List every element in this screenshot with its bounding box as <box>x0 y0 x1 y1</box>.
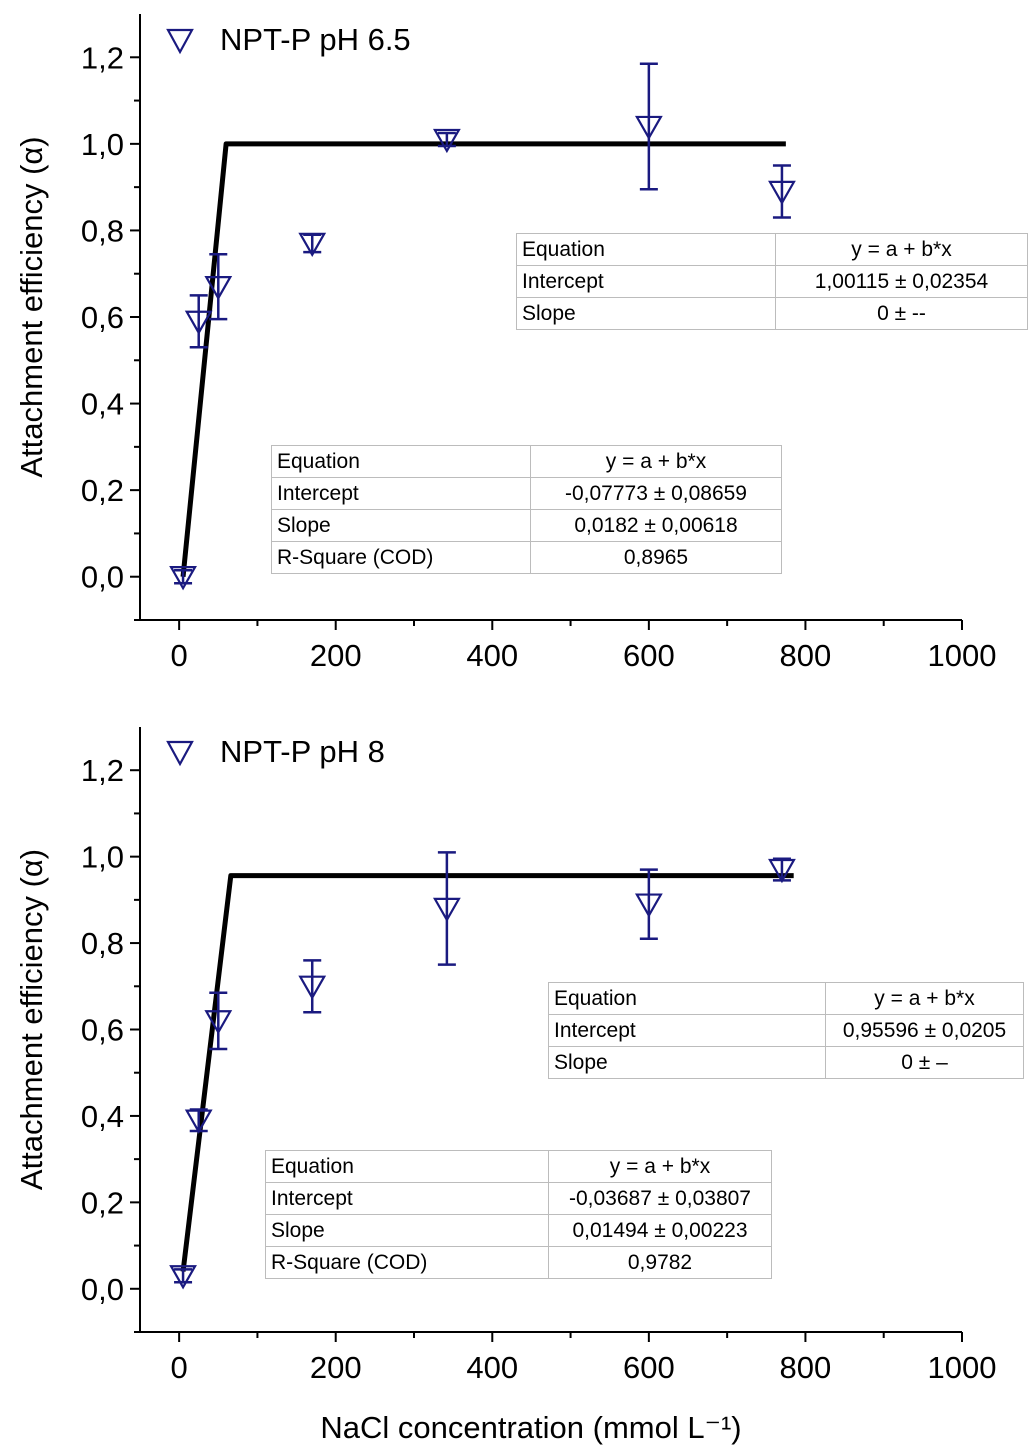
table-cell: Intercept <box>265 1182 549 1215</box>
y-tick-label: 0,4 <box>81 1099 124 1134</box>
chart-panel-2: 0 200 400 600 800 1000 0,0 0,2 0,4 0,6 0,8 1,0 1,2 At… <box>14 727 996 1445</box>
x-tick-label: 400 <box>466 638 518 673</box>
table-cell: Slope <box>516 297 776 330</box>
table-cell: R-Square (COD) <box>265 1246 549 1279</box>
x-tick-label: 800 <box>780 638 832 673</box>
table-cell: 0,01494 ± 0,00223 <box>548 1214 772 1247</box>
legend-marker-icon <box>166 740 194 767</box>
data-point-marker <box>768 180 796 206</box>
data-point-marker <box>298 232 327 258</box>
fit-line <box>180 873 794 1272</box>
table-cell: 0,9782 <box>548 1246 772 1279</box>
fit-line <box>180 141 786 577</box>
y-tick-label: 0,0 <box>81 560 124 595</box>
x-tick-label: 800 <box>780 1350 832 1385</box>
x-tick-label: 200 <box>310 638 362 673</box>
table-cell: -0,03687 ± 0,03807 <box>548 1182 772 1215</box>
data-point-marker <box>184 1109 213 1134</box>
y-tick-label: 0,0 <box>81 1272 124 1307</box>
x-tick-label: 1000 <box>928 638 997 673</box>
chart-panel-1: 0 200 400 600 800 1000 0,0 0,2 0,4 0,6 0,8 1,0 1,2 At… <box>14 14 996 673</box>
table-cell: 0,0182 ± 0,00618 <box>530 509 782 542</box>
y-tick-label: 0,2 <box>81 1185 124 1220</box>
table-cell: Intercept <box>516 265 776 298</box>
table-cell: 0 ± – <box>825 1046 1024 1079</box>
table-cell: Equation <box>548 982 826 1015</box>
table-cell: Equation <box>271 445 531 478</box>
y-axis-label: Attachment efficiency (α) <box>14 136 49 477</box>
x-tick-label: 600 <box>623 638 675 673</box>
data-point-marker <box>169 566 197 591</box>
table-cell: 1,00115 ± 0,02354 <box>775 265 1028 298</box>
data-point-marker <box>184 310 213 335</box>
y-tick-label: 1,2 <box>81 40 124 75</box>
y-tick-label: 0,2 <box>81 473 124 508</box>
y-tick-label: 0,6 <box>81 1013 124 1048</box>
y-tick-label: 0,8 <box>81 213 124 248</box>
table-cell: 0,95596 ± 0,0205 <box>825 1014 1024 1047</box>
table-cell: R-Square (COD) <box>271 541 531 574</box>
fit-table-linear-ph65: Equation y = a + b*x Intercept -0,07773 … <box>271 445 782 574</box>
table-cell: Slope <box>265 1214 549 1247</box>
table-cell: y = a + b*x <box>530 445 782 478</box>
data-point-marker <box>298 975 327 1000</box>
data-point-marker <box>204 1010 233 1035</box>
data-point-marker <box>432 897 461 923</box>
data-point-marker <box>634 893 663 918</box>
x-tick-label: 200 <box>310 1350 362 1385</box>
x-tick-label: 1000 <box>928 1350 997 1385</box>
y-tick-label: 0,4 <box>81 387 124 422</box>
fit-table-linear-ph8: Equation y = a + b*x Intercept -0,03687 … <box>265 1150 772 1279</box>
y-tick-label: 0,6 <box>81 300 124 335</box>
y-tick-label: 1,2 <box>81 753 124 788</box>
table-cell: 0 ± -- <box>775 297 1028 330</box>
x-tick-label: 0 <box>171 1350 188 1385</box>
table-cell: Slope <box>548 1046 826 1079</box>
data-point-marker <box>204 276 233 301</box>
fit-table-plateau-ph65: Equation y = a + b*x Intercept 1,00115 ±… <box>516 233 1028 330</box>
table-cell: Equation <box>265 1150 549 1183</box>
table-cell: 0,8965 <box>530 541 782 574</box>
table-cell: y = a + b*x <box>775 233 1028 266</box>
table-cell: Intercept <box>271 477 531 510</box>
data-point-marker <box>432 128 461 154</box>
y-tick-label: 1,0 <box>81 127 124 162</box>
y-tick-label: 0,8 <box>81 926 124 961</box>
table-cell: Equation <box>516 233 776 266</box>
legend-label: NPT-P pH 6.5 <box>220 22 411 57</box>
table-cell: y = a + b*x <box>548 1150 772 1183</box>
legend-label: NPT-P pH 8 <box>220 734 385 769</box>
x-axis-label: NaCl concentration (mmol L⁻¹) <box>320 1410 741 1445</box>
fit-table-plateau-ph8: Equation y = a + b*x Intercept 0,95596 ±… <box>548 982 1024 1079</box>
y-tick-label: 1,0 <box>81 840 124 875</box>
table-cell: Slope <box>271 509 531 542</box>
x-tick-label: 0 <box>171 638 188 673</box>
y-axis-label: Attachment efficiency (α) <box>14 849 49 1190</box>
legend-marker-icon <box>166 28 194 55</box>
data-point-marker <box>634 115 663 141</box>
table-cell: Intercept <box>548 1014 826 1047</box>
table-cell: -0,07773 ± 0,08659 <box>530 477 782 510</box>
data-point-marker <box>768 858 796 884</box>
x-tick-label: 600 <box>623 1350 675 1385</box>
x-tick-label: 400 <box>466 1350 518 1385</box>
table-cell: y = a + b*x <box>825 982 1024 1015</box>
data-point-marker <box>169 1265 197 1290</box>
